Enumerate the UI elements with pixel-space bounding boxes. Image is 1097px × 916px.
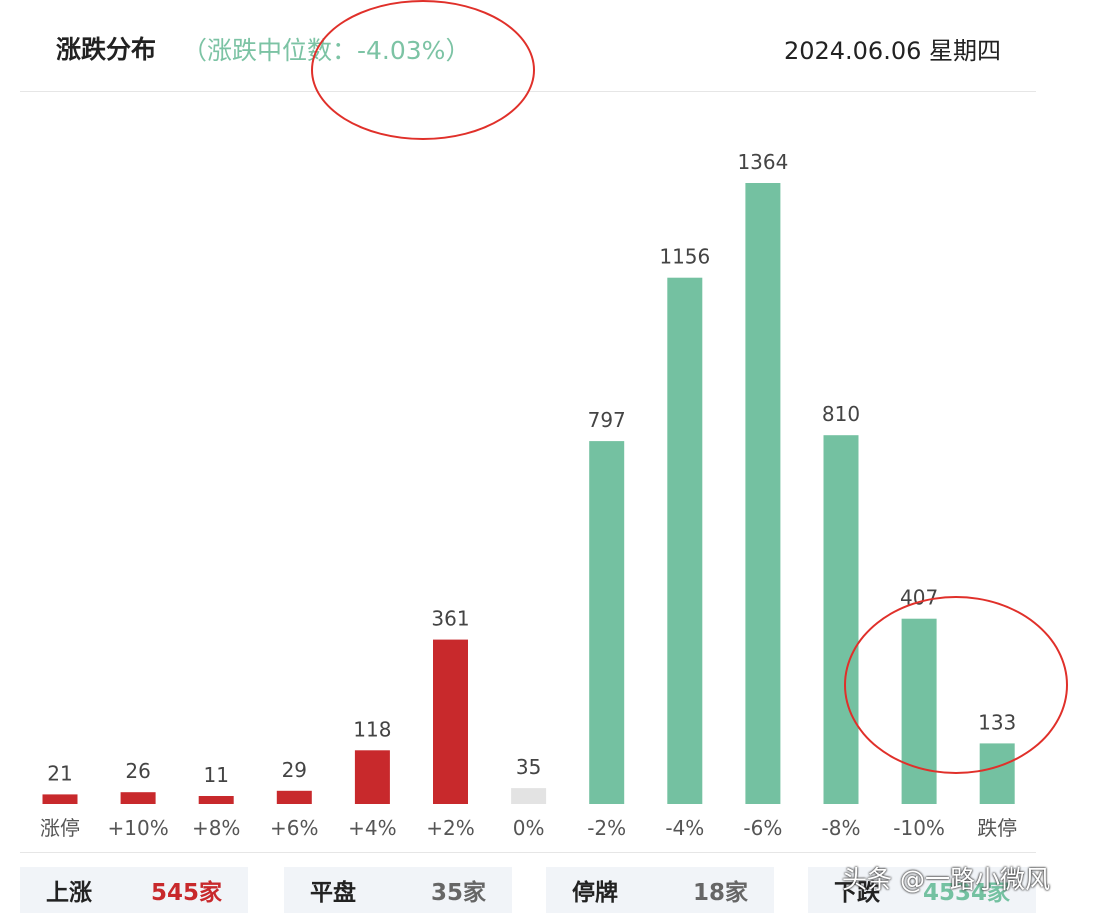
x-tick-label-7: -2%	[587, 816, 626, 840]
summary-flat-label: 平盘	[310, 880, 356, 906]
bar-10	[823, 435, 859, 804]
bar-value-label-3: 29	[282, 758, 307, 782]
bar-12	[979, 743, 1015, 804]
bar-value-label-10: 810	[822, 402, 860, 426]
bar-value-label-0: 21	[47, 761, 72, 785]
x-tick-label-5: +2%	[426, 816, 475, 840]
summary-suspended-value: 18家	[692, 880, 748, 906]
bar-value-label-6: 35	[516, 755, 541, 779]
watermark: 头条 @一路小微风	[842, 865, 1050, 894]
summary-flat-value: 35家	[430, 880, 486, 906]
summary-up-label: 上涨	[46, 880, 92, 906]
summary-down-value: 4534家	[922, 880, 1010, 906]
date-label: 2024.06.06 星期四	[783, 37, 1001, 65]
bar-value-label-4: 118	[353, 717, 391, 741]
bar-2	[198, 796, 234, 804]
bar-9	[745, 183, 781, 804]
summary-divider	[20, 852, 1036, 853]
x-tick-label-6: 0%	[513, 816, 545, 840]
bar-5	[433, 639, 468, 804]
header-divider	[20, 91, 1036, 92]
bar-value-label-8: 1156	[659, 245, 710, 269]
distribution-bar-chart: 21 涨停 26 +10% 11 +8% 29 +6% 118 +4% 361 +2% 35 0% 797 -…	[40, 150, 1017, 840]
bar-value-label-1: 26	[125, 759, 150, 783]
summary-down: 下跌 4534家	[808, 867, 1036, 913]
summary-suspended: 停牌 18家	[546, 867, 774, 913]
header: 涨跌分布 （涨跌中位数：-4.03%） 2024.06.06 星期四	[0, 0, 1097, 92]
bar-value-label-9: 1364	[737, 150, 788, 174]
x-tick-label-3: +6%	[270, 816, 319, 840]
bar-value-label-11: 407	[900, 586, 938, 610]
summary-flat: 平盘 35家	[284, 867, 512, 913]
x-tick-label-2: +8%	[192, 816, 241, 840]
x-tick-label-4: +4%	[348, 816, 397, 840]
bar-0	[42, 794, 78, 804]
bar-value-label-5: 361	[431, 607, 469, 631]
summary-down-label: 下跌	[834, 880, 880, 906]
x-tick-label-10: -8%	[822, 816, 861, 840]
bar-value-label-2: 11	[203, 763, 228, 787]
bar-7	[589, 441, 625, 804]
bar-value-label-12: 133	[978, 710, 1016, 734]
bar-4	[354, 750, 390, 804]
x-tick-label-9: -6%	[743, 816, 782, 840]
x-tick-label-8: -4%	[665, 816, 704, 840]
bar-8	[667, 277, 703, 804]
chart-title: 涨跌分布	[56, 35, 157, 64]
bar-6	[511, 788, 547, 804]
bar-11	[901, 618, 937, 804]
summary-suspended-label: 停牌	[572, 880, 618, 906]
median-change-subtitle: （涨跌中位数：-4.03%）	[182, 36, 471, 65]
summary-up: 上涨 545家	[20, 867, 248, 913]
x-tick-label-11: -10%	[893, 816, 945, 840]
x-tick-label-12: 跌停	[977, 816, 1017, 840]
summary-up-value: 545家	[150, 880, 222, 906]
x-tick-label-0: 涨停	[40, 816, 80, 840]
bar-3	[276, 790, 312, 804]
bar-1	[120, 792, 156, 804]
bar-value-label-7: 797	[588, 408, 626, 432]
x-tick-label-1: +10%	[107, 816, 168, 840]
